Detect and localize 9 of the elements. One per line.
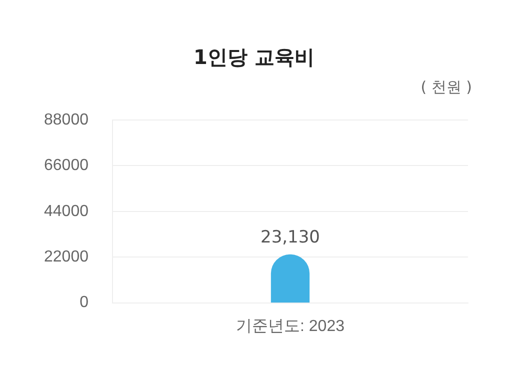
y-tick-label: 22000 <box>44 248 89 266</box>
y-tick-label: 44000 <box>44 202 89 220</box>
data-label: 23,130 <box>260 228 320 248</box>
y-tick-label: 66000 <box>44 157 89 174</box>
x-tick-label: 기준년도: 2023 <box>236 318 345 335</box>
chart-title: 1인당 교육비 <box>192 44 316 71</box>
y-tick-label: 0 <box>80 294 89 312</box>
y-axis-title: ( 천원 ) <box>420 78 472 97</box>
y-tick-label: 88000 <box>44 111 89 128</box>
